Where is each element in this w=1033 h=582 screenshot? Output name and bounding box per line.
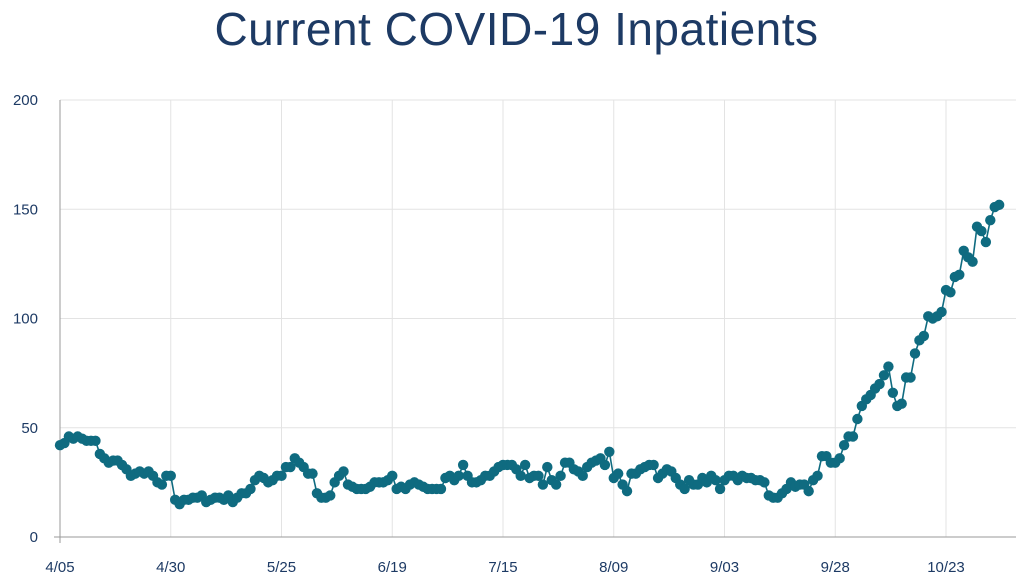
data-point	[338, 466, 349, 477]
y-tick-label: 150	[13, 201, 38, 218]
data-point	[878, 370, 890, 381]
data-point	[896, 398, 907, 409]
data-point	[612, 468, 624, 479]
x-tick-label: 5/25	[267, 559, 296, 576]
data-point	[453, 470, 464, 482]
data-point	[599, 459, 611, 471]
chart-title: Current COVID-19 Inpatients	[214, 3, 819, 55]
data-point	[325, 490, 336, 501]
data-point	[852, 413, 863, 425]
data-point	[285, 461, 296, 473]
data-point	[936, 306, 947, 318]
data-point	[887, 387, 899, 398]
data-point	[387, 470, 398, 482]
axes	[54, 100, 1016, 543]
series-group	[54, 199, 1005, 510]
x-tick-label: 8/09	[599, 559, 628, 576]
series-line	[59, 204, 1000, 506]
data-point	[985, 214, 996, 226]
data-point	[542, 461, 553, 473]
x-tick-label: 10/23	[927, 559, 965, 576]
data-point	[90, 435, 101, 447]
y-tick-label: 50	[21, 420, 38, 437]
data-point	[457, 459, 469, 471]
x-tick-label: 7/15	[488, 559, 517, 576]
tick-labels: 0 50 100 150 200 4/05 4/30 5/25 6/19 7/15 8/09 9/03…	[13, 92, 965, 576]
data-point	[993, 199, 1005, 211]
x-tick-label: 9/28	[821, 559, 850, 576]
data-point	[967, 256, 978, 267]
data-point	[435, 483, 447, 495]
data-point	[555, 470, 566, 482]
x-tick-label: 4/05	[45, 559, 74, 576]
data-point	[307, 468, 318, 479]
data-point	[759, 477, 770, 488]
data-point	[945, 287, 956, 298]
data-point	[976, 225, 987, 237]
data-point	[980, 236, 992, 248]
data-point	[533, 470, 544, 482]
data-point	[156, 479, 168, 490]
data-point	[918, 330, 930, 342]
data-point	[165, 470, 176, 482]
data-point	[679, 483, 690, 495]
x-tick-label: 6/19	[378, 559, 407, 576]
data-point	[909, 348, 921, 359]
x-tick-label: 4/30	[156, 559, 185, 576]
data-point	[710, 474, 721, 486]
data-point	[954, 269, 965, 280]
data-point	[604, 446, 615, 457]
data-point	[648, 459, 659, 471]
y-tick-label: 0	[30, 529, 38, 546]
data-point	[550, 479, 562, 490]
data-point	[834, 453, 845, 464]
data-point	[537, 479, 549, 490]
data-point	[883, 361, 894, 372]
data-point	[812, 470, 823, 482]
data-point	[803, 485, 814, 497]
data-point	[276, 470, 287, 482]
data-point	[714, 483, 726, 495]
data-point	[245, 483, 256, 495]
x-tick-label: 9/03	[710, 559, 739, 576]
data-point	[519, 459, 531, 471]
data-point	[515, 470, 526, 482]
y-tick-label: 100	[13, 311, 38, 328]
data-point	[577, 470, 588, 482]
data-point	[905, 372, 916, 383]
y-tick-label: 200	[13, 92, 38, 109]
data-point	[874, 378, 885, 390]
data-point	[838, 440, 850, 451]
data-point	[847, 431, 859, 442]
data-point	[621, 485, 633, 497]
